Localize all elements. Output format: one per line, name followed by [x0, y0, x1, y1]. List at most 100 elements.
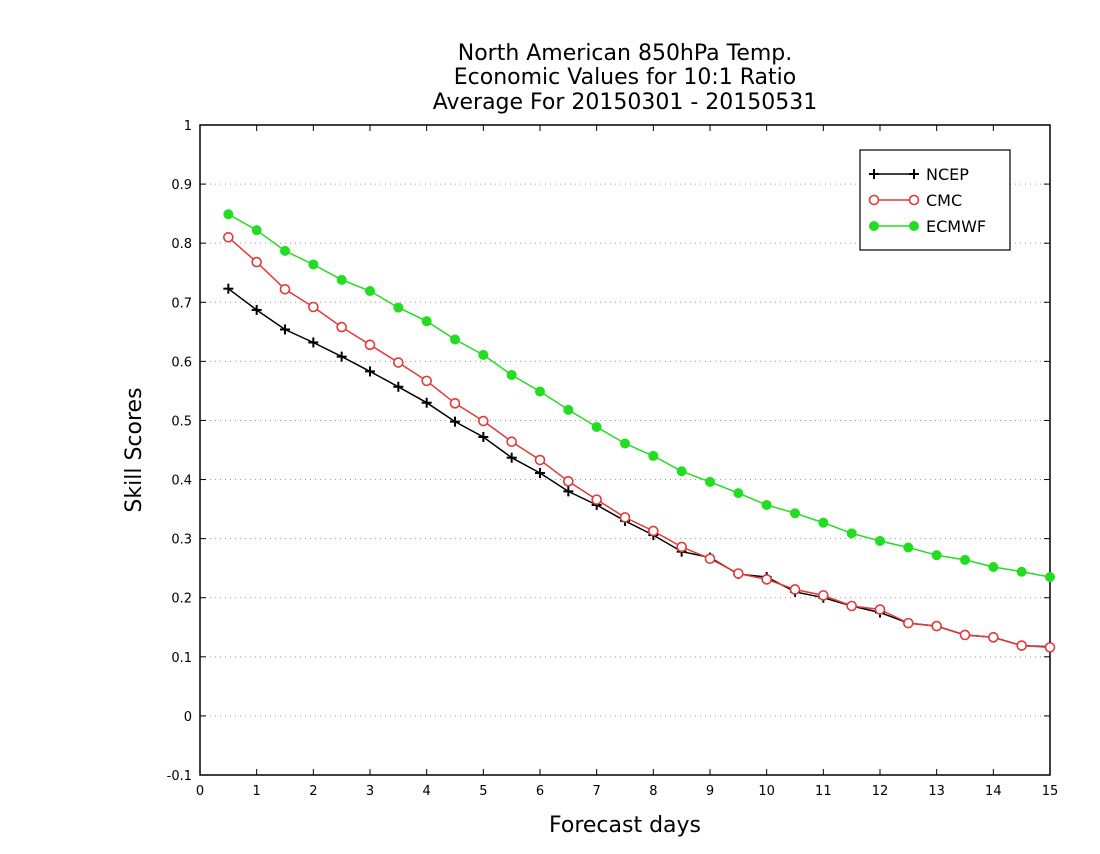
- data-point-ecmwf: [1045, 572, 1055, 583]
- series-line-ncep: [227, 288, 1051, 648]
- y-tick-label: -0.1: [167, 769, 192, 784]
- x-tick-label: 5: [479, 784, 487, 799]
- legend-marker-ecmwf: [909, 221, 919, 231]
- chart-title: North American 850hPa Temp. Economic Val…: [433, 41, 818, 115]
- legend-marker-cmc: [868, 194, 880, 206]
- legend-marker-ecmwf: [869, 221, 879, 231]
- data-point-cmc: [1016, 640, 1027, 651]
- series-line-ecmwf: [227, 213, 1051, 578]
- legend-label-ncep: NCEP: [926, 165, 969, 184]
- x-tick-label: 15: [1042, 784, 1059, 799]
- x-tick-label: 4: [423, 784, 431, 799]
- data-point-ecmwf: [591, 421, 602, 432]
- data-point-ecmwf: [903, 542, 914, 553]
- data-point-ncep: [393, 381, 404, 392]
- data-point-cmc: [789, 584, 801, 595]
- data-point-ecmwf: [478, 349, 489, 360]
- data-point-cmc: [449, 398, 461, 409]
- data-point-cmc: [648, 525, 659, 537]
- y-axis-title: Skill Scores: [122, 387, 147, 512]
- data-point-cmc: [478, 415, 489, 427]
- data-point-ncep: [251, 304, 262, 315]
- data-point-cmc: [308, 301, 319, 313]
- title-line-1: North American 850hPa Temp.: [458, 41, 793, 66]
- data-point-cmc: [223, 231, 234, 243]
- data-point-cmc: [336, 321, 347, 333]
- y-tick-label: 0.7: [171, 296, 192, 311]
- data-point-cmc: [506, 436, 517, 448]
- x-tick-label: 7: [593, 784, 601, 799]
- data-point-ecmwf: [875, 536, 885, 546]
- data-point-ecmwf: [960, 554, 970, 565]
- axes: -0.100.10.20.30.40.50.60.70.80.910 1 2 3 4 5 6…: [167, 119, 1059, 799]
- data-point-cmc: [903, 617, 914, 629]
- x-tick-label: 1: [253, 784, 261, 799]
- legend-item-ecmwf: ECMWF: [869, 217, 986, 236]
- x-tick-label: 0: [196, 784, 204, 799]
- data-point-cmc: [676, 541, 687, 553]
- data-point-ecmwf: [931, 550, 942, 561]
- y-tick-label: 0.2: [171, 592, 192, 607]
- data-point-cmc: [733, 568, 744, 579]
- data-point-ecmwf: [846, 528, 857, 539]
- data-point-ecmwf: [393, 302, 404, 313]
- series-line-cmc: [227, 236, 1051, 649]
- y-tick-label: 0.6: [171, 355, 192, 370]
- x-tick-label: 2: [309, 784, 317, 799]
- data-point-cmc: [761, 574, 772, 585]
- series-ncep: [223, 283, 1055, 652]
- data-point-ecmwf: [988, 562, 999, 572]
- series-cmc: [223, 231, 1056, 653]
- gridlines: [200, 183, 1050, 717]
- data-point-ncep: [421, 397, 432, 408]
- x-tick-label: 10: [758, 784, 775, 799]
- data-point-ncep: [535, 468, 545, 479]
- data-point-cmc: [988, 632, 999, 643]
- legend-marker-ncep: [869, 169, 879, 179]
- data-point-cmc: [959, 629, 971, 641]
- y-tick-label: 0: [184, 710, 192, 725]
- x-tick-label: 8: [649, 784, 657, 799]
- y-tick-label: 0.3: [171, 533, 192, 548]
- legend-label-ecmwf: ECMWF: [926, 217, 986, 236]
- data-point-ncep: [336, 351, 347, 362]
- x-tick-label: 11: [815, 784, 832, 799]
- data-point-cmc: [563, 476, 574, 487]
- plot-frame: [199, 124, 1051, 776]
- y-tick-label: 0.9: [171, 178, 192, 193]
- data-point-ecmwf: [761, 499, 772, 510]
- data-point-ecmwf: [450, 334, 460, 345]
- legend-label-cmc: CMC: [926, 191, 962, 210]
- x-tick-label: 9: [706, 784, 714, 799]
- data-point-ecmwf: [705, 476, 715, 487]
- data-point-cmc: [846, 600, 857, 612]
- data-point-cmc: [421, 375, 432, 387]
- data-point-ncep: [365, 366, 375, 377]
- data-point-ecmwf: [365, 286, 375, 297]
- data-point-ecmwf: [308, 259, 319, 270]
- y-tick-label: 0.1: [171, 651, 192, 666]
- data-point-cmc: [704, 553, 716, 565]
- data-point-ecmwf: [336, 274, 347, 285]
- y-tick-label: 0.4: [171, 474, 192, 489]
- legend: NCEP CMC ECMWF: [859, 149, 1011, 251]
- data-point-ecmwf: [563, 404, 574, 415]
- data-point-ecmwf: [1016, 566, 1027, 577]
- data-point-ncep: [308, 337, 319, 348]
- data-point-ecmwf: [280, 245, 290, 256]
- x-tick-label: 14: [985, 784, 1002, 799]
- series-ecmwf: [223, 209, 1055, 583]
- data-point-cmc: [874, 604, 886, 615]
- data-point-ecmwf: [620, 438, 630, 449]
- y-tick-label: 0.5: [171, 414, 192, 429]
- data-point-ncep: [563, 486, 574, 497]
- y-tick-label: 0.8: [171, 237, 192, 252]
- data-point-ecmwf: [648, 450, 659, 461]
- title-line-3: Average For 20150301 - 20150531: [433, 90, 818, 115]
- series-layer: [223, 209, 1056, 653]
- data-point-cmc: [279, 283, 291, 295]
- data-point-cmc: [1044, 642, 1056, 653]
- x-tick-label: 13: [928, 784, 945, 799]
